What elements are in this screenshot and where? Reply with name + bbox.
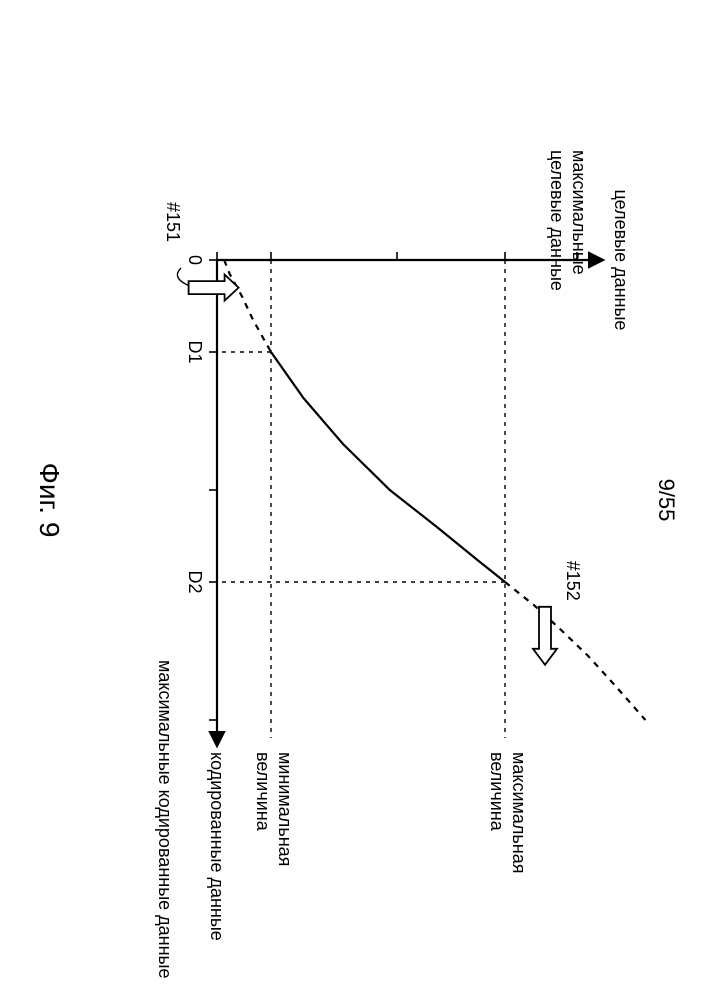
- min-value-label-1: минимальная: [275, 752, 295, 866]
- annotation-151: #151: [163, 202, 183, 242]
- annotation-152: #152: [563, 561, 583, 601]
- x-axis-label-1: кодированные данные: [207, 752, 227, 941]
- arrow-151-leader: [177, 268, 188, 286]
- max-value-label-2: величина: [487, 752, 507, 832]
- figure-caption: Фиг. 9: [34, 463, 65, 538]
- y-max-label-2: целевые данные: [547, 150, 567, 291]
- figure-svg: 9/55 Фиг. 9 0 D1 D2 целевые данные кодированны…: [0, 0, 707, 1000]
- arrow-152-icon: [533, 607, 557, 665]
- x-tick-label: 0: [185, 255, 205, 265]
- y-max-label-1: максимальные: [569, 150, 589, 275]
- x-tick-label: D2: [185, 570, 205, 593]
- min-value-label-2: величина: [253, 752, 273, 832]
- x-tick-label: D1: [185, 340, 205, 363]
- curve-dashed-pre: [224, 260, 271, 352]
- curve-solid: [271, 352, 505, 582]
- page-number: 9/55: [654, 479, 679, 522]
- y-axis-label: целевые данные: [611, 190, 631, 331]
- max-value-label-1: максимальная: [509, 752, 529, 873]
- curve-dashed-post: [505, 582, 645, 720]
- x-axis-label-2: максимальные кодированные данные: [155, 660, 175, 979]
- arrow-151-icon: [189, 275, 239, 301]
